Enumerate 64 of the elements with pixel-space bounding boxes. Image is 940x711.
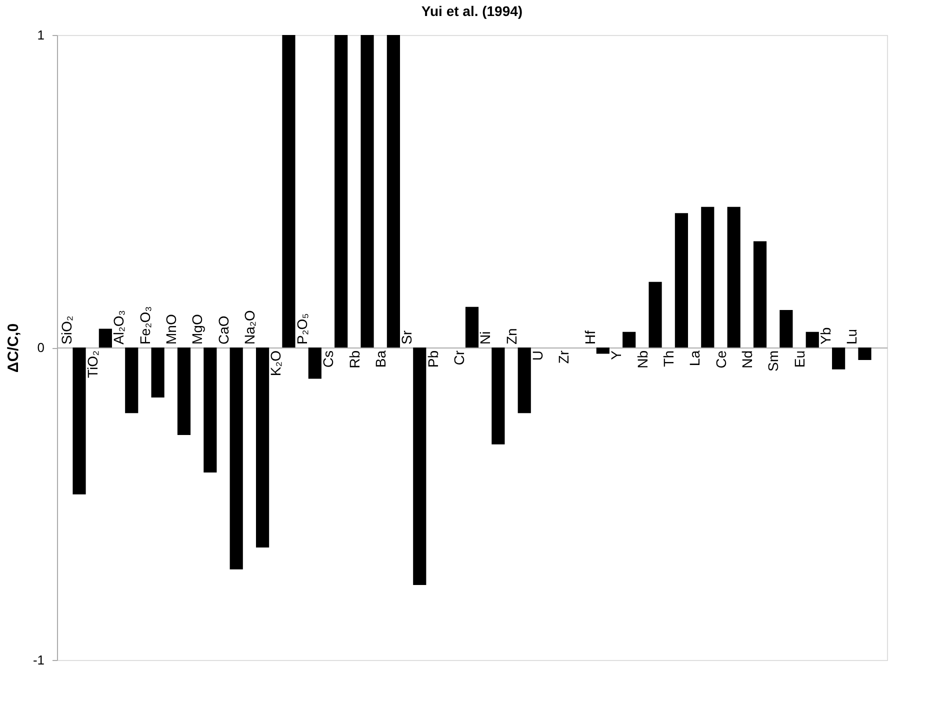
x-tick-label: P₂O₅ (294, 313, 310, 344)
bar (360, 35, 374, 348)
x-tick-label: Cr (451, 350, 467, 366)
x-tick-label: MgO (189, 314, 206, 344)
bar (386, 35, 400, 348)
bar (308, 348, 322, 379)
bar (334, 35, 348, 348)
x-tick-label: Yb (818, 327, 834, 344)
x-tick-label: Nb (634, 350, 650, 368)
y-tick-label: -1 (32, 652, 44, 668)
x-tick-label: K₂O (268, 350, 284, 376)
y-axis-title: ΔC/C,0 (4, 323, 22, 373)
x-tick-label: Rb (346, 350, 362, 368)
x-tick-label: SiO₂ (58, 316, 74, 344)
x-tick-label: CaO (215, 316, 232, 344)
x-tick-label: Th (660, 350, 676, 367)
x-tick-label: Ni (477, 331, 494, 344)
x-tick-label: Cs (320, 350, 336, 368)
bar (832, 348, 846, 370)
x-tick-label: Sm (765, 350, 782, 372)
bar (492, 348, 505, 444)
x-tick-label: MnO (162, 314, 179, 344)
bar (674, 213, 688, 348)
bar (465, 306, 479, 348)
y-tick-label: 0 (37, 340, 44, 355)
x-tick-label: Nd (739, 350, 756, 368)
x-tick-label: Al₂O₃ (110, 310, 127, 344)
bar (98, 328, 112, 348)
bar (622, 332, 636, 348)
x-tick-label: Y (608, 350, 624, 360)
x-tick-label: Ba (372, 350, 388, 368)
bar (204, 348, 217, 472)
x-tick-label: Lu (844, 328, 860, 344)
bar (596, 348, 610, 354)
x-tick-label: Eu (791, 350, 808, 368)
x-tick-label: Zn (503, 328, 520, 344)
x-tick-label: Sr (398, 330, 415, 344)
bar (701, 206, 714, 348)
chart-title: Yui et al. (1994) (421, 3, 523, 19)
x-tick-label: Fe₂O₃ (136, 306, 153, 344)
x-tick-label: La (686, 350, 703, 366)
bar (72, 348, 86, 494)
bar (727, 206, 740, 348)
bar (151, 348, 164, 398)
x-tick-label: Hf (582, 330, 598, 344)
x-tick-label: U (530, 350, 546, 361)
y-tick-label: 1 (37, 28, 44, 42)
bar (177, 348, 191, 435)
x-tick-label: Zr (556, 350, 572, 364)
bar (282, 35, 296, 348)
bar (780, 310, 793, 348)
bar (858, 348, 872, 360)
bar (753, 241, 767, 348)
x-tick-label: Pb (424, 350, 441, 368)
bar (125, 348, 138, 414)
bar (518, 348, 531, 414)
bar (230, 348, 243, 570)
bar (648, 282, 662, 348)
bar (806, 332, 819, 348)
bar (413, 348, 426, 585)
x-tick-label: Na₂O (242, 310, 258, 344)
bar (256, 348, 270, 548)
x-tick-label: Ce (712, 350, 729, 368)
x-tick-label: TiO₂ (84, 350, 100, 378)
